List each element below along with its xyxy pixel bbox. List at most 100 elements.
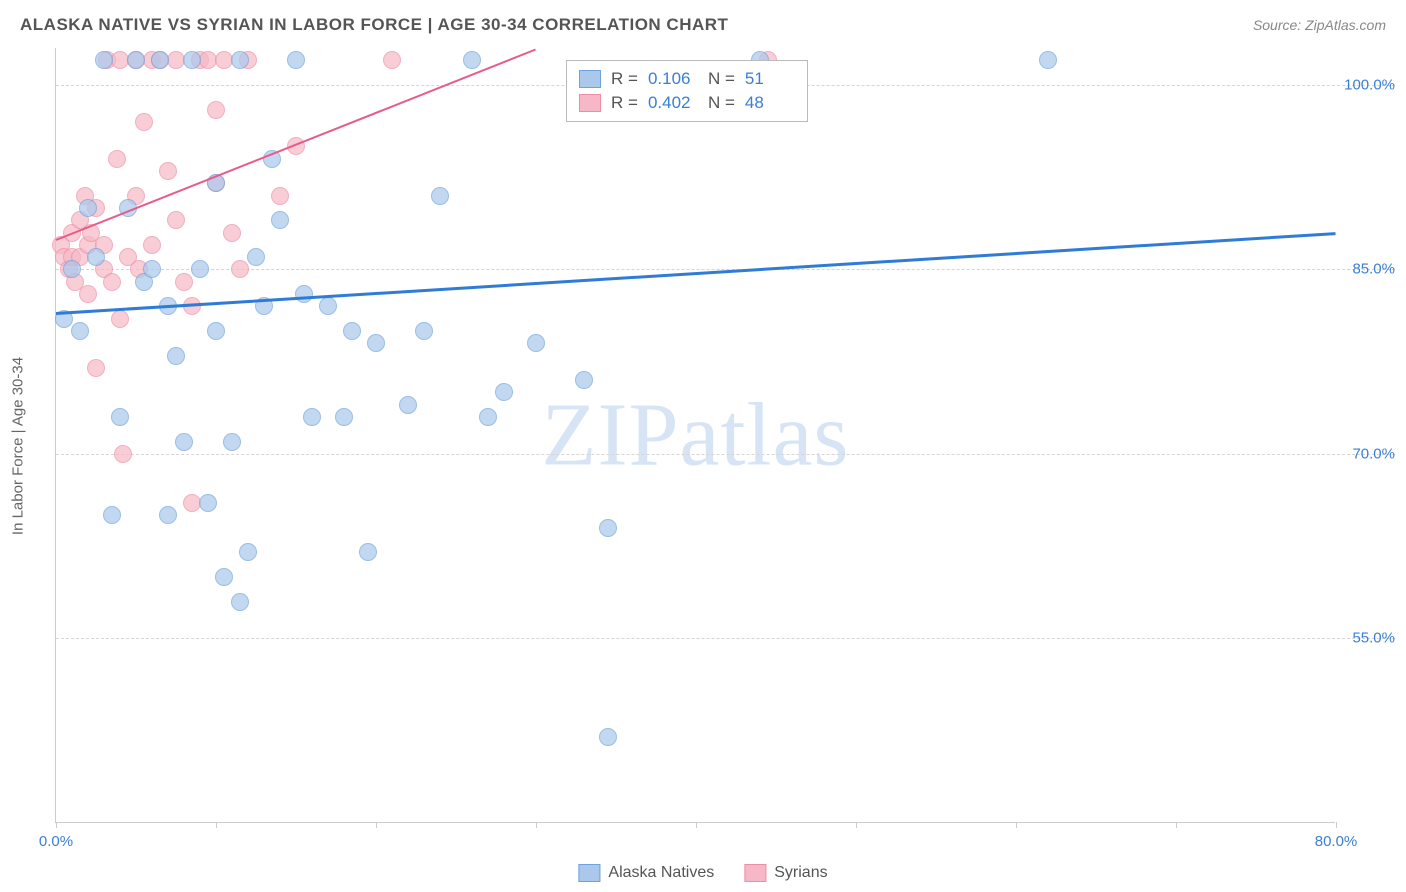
scatter-point [295, 285, 313, 303]
scatter-point [167, 347, 185, 365]
scatter-point [79, 199, 97, 217]
scatter-point [159, 506, 177, 524]
stats-n-label: N = [708, 93, 735, 113]
scatter-point [143, 236, 161, 254]
scatter-point [239, 543, 257, 561]
scatter-point [271, 211, 289, 229]
stats-r-label: R = [611, 93, 638, 113]
y-tick-label: 70.0% [1340, 445, 1395, 462]
gridline [56, 638, 1395, 639]
scatter-point [527, 334, 545, 352]
legend-label-2: Syrians [774, 864, 827, 882]
legend-item-1: Alaska Natives [578, 864, 714, 882]
y-tick-label: 100.0% [1340, 76, 1395, 93]
stats-n-label: N = [708, 69, 735, 89]
scatter-point [495, 383, 513, 401]
scatter-point [343, 322, 361, 340]
chart-title: ALASKA NATIVE VS SYRIAN IN LABOR FORCE |… [20, 15, 728, 35]
y-tick-label: 85.0% [1340, 261, 1395, 278]
stats-box: R = 0.106 N = 51 R = 0.402 N = 48 [566, 60, 808, 122]
stats-n-value: 48 [745, 93, 795, 113]
scatter-point [431, 187, 449, 205]
scatter-point [127, 51, 145, 69]
scatter-point [135, 113, 153, 131]
source-label: Source: ZipAtlas.com [1253, 17, 1386, 33]
legend-swatch-1 [578, 864, 600, 882]
scatter-point [95, 51, 113, 69]
scatter-point [367, 334, 385, 352]
stats-row: R = 0.106 N = 51 [579, 67, 795, 91]
scatter-point [191, 260, 209, 278]
scatter-point [231, 593, 249, 611]
scatter-point [111, 408, 129, 426]
x-tick [216, 822, 217, 828]
scatter-point [223, 224, 241, 242]
scatter-point [71, 322, 89, 340]
legend-item-2: Syrians [744, 864, 827, 882]
scatter-point [303, 408, 321, 426]
x-tick [696, 822, 697, 828]
y-tick-label: 55.0% [1340, 630, 1395, 647]
scatter-point [175, 433, 193, 451]
x-tick-label: 80.0% [1315, 833, 1358, 850]
scatter-point [271, 187, 289, 205]
legend-swatch-2 [744, 864, 766, 882]
scatter-point [207, 322, 225, 340]
scatter-point [215, 568, 233, 586]
scatter-point [247, 248, 265, 266]
scatter-point [63, 260, 81, 278]
scatter-point [287, 51, 305, 69]
scatter-point [87, 359, 105, 377]
x-tick [1336, 822, 1337, 828]
watermark: ZIPatlas [542, 384, 850, 487]
scatter-point [319, 297, 337, 315]
legend-label-1: Alaska Natives [608, 864, 714, 882]
x-tick-label: 0.0% [39, 833, 73, 850]
stats-swatch [579, 70, 601, 88]
stats-r-label: R = [611, 69, 638, 89]
scatter-point [383, 51, 401, 69]
title-bar: ALASKA NATIVE VS SYRIAN IN LABOR FORCE |… [20, 12, 1386, 38]
regression-line [56, 233, 1336, 316]
x-tick [1016, 822, 1017, 828]
stats-row: R = 0.402 N = 48 [579, 91, 795, 115]
x-tick [536, 822, 537, 828]
x-tick [376, 822, 377, 828]
chart-container: ALASKA NATIVE VS SYRIAN IN LABOR FORCE |… [0, 0, 1406, 892]
scatter-point [103, 506, 121, 524]
scatter-point [114, 445, 132, 463]
scatter-point [231, 51, 249, 69]
gridline [56, 454, 1395, 455]
scatter-point [175, 273, 193, 291]
x-tick [1176, 822, 1177, 828]
stats-r-value: 0.106 [648, 69, 698, 89]
scatter-point [199, 494, 217, 512]
scatter-point [87, 248, 105, 266]
y-axis-title: In Labor Force | Age 30-34 [10, 357, 27, 535]
scatter-point [167, 211, 185, 229]
scatter-point [108, 150, 126, 168]
scatter-point [599, 728, 617, 746]
regression-line [56, 48, 537, 241]
stats-swatch [579, 94, 601, 112]
scatter-point [1039, 51, 1057, 69]
stats-n-value: 51 [745, 69, 795, 89]
plot-area: ZIPatlas 55.0%70.0%85.0%100.0%0.0%80.0%R… [55, 48, 1335, 823]
scatter-point [575, 371, 593, 389]
stats-r-value: 0.402 [648, 93, 698, 113]
x-tick [56, 822, 57, 828]
scatter-point [79, 285, 97, 303]
scatter-point [335, 408, 353, 426]
scatter-point [599, 519, 617, 537]
scatter-point [463, 51, 481, 69]
scatter-point [111, 310, 129, 328]
bottom-legend: Alaska Natives Syrians [578, 864, 827, 882]
scatter-point [223, 433, 241, 451]
scatter-point [359, 543, 377, 561]
scatter-point [399, 396, 417, 414]
scatter-point [151, 51, 169, 69]
scatter-point [183, 51, 201, 69]
scatter-point [415, 322, 433, 340]
scatter-point [159, 162, 177, 180]
scatter-point [103, 273, 121, 291]
